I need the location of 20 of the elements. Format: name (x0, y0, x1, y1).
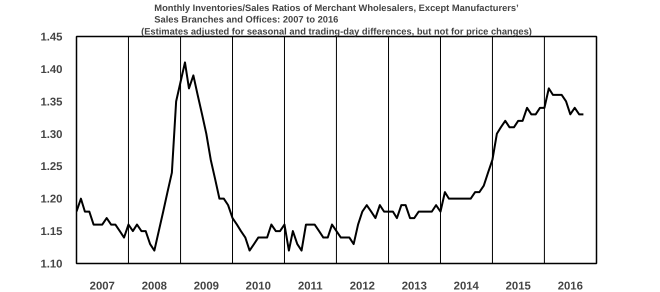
x-tick-label: 2011 (298, 280, 323, 292)
chart-subtitle: (Estimates adjusted for seasonal and trading-day differences, but not for price changes) (141, 26, 532, 36)
x-tick-label: 2015 (506, 280, 531, 292)
y-tick-label: 1.10 (40, 258, 63, 270)
x-tick-label: 2013 (402, 280, 427, 292)
x-tick-label: 2016 (558, 280, 583, 292)
x-tick-label: 2010 (246, 280, 271, 292)
x-tick-label: 2008 (142, 280, 167, 292)
x-tick-label: 2014 (454, 280, 480, 292)
y-tick-label: 1.30 (40, 128, 63, 141)
y-tick-label: 1.20 (40, 194, 63, 206)
y-tick-label: 1.35 (40, 96, 63, 108)
x-tick-label: 2007 (90, 280, 115, 292)
x-tick-label: 2009 (194, 280, 219, 292)
y-tick-label: 1.45 (40, 32, 63, 44)
chart-title: Monthly Inventories/Sales Ratios of Merchant Wholesalers, Except Manufacturers’ Sales Branches and Offices: 2007 to 2016 (154, 3, 519, 24)
x-tick-label: 2012 (350, 280, 375, 292)
y-tick-label: 1.25 (40, 161, 63, 174)
y-tick-label: 1.40 (40, 64, 63, 76)
y-tick-label: 1.15 (40, 226, 63, 238)
